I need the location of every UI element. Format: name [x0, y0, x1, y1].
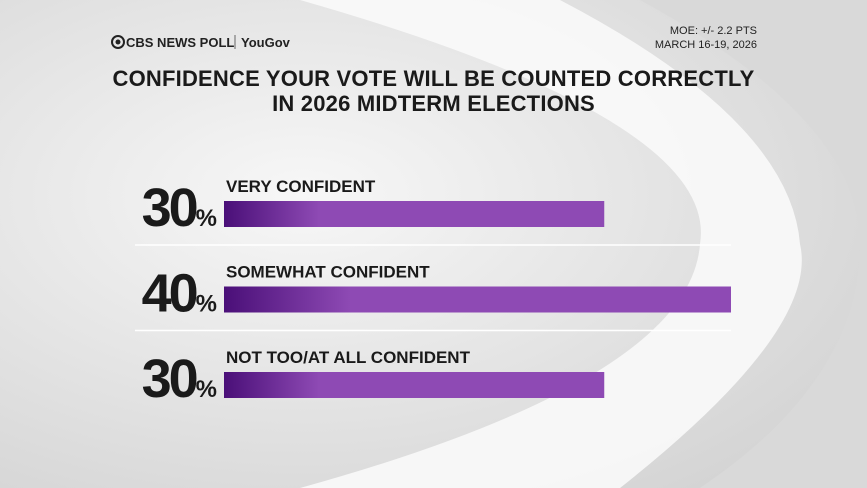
value-label: 30%	[142, 178, 217, 238]
bar	[224, 201, 605, 227]
swoosh	[640, 0, 867, 488]
bar	[224, 372, 605, 398]
logo-eye	[111, 35, 125, 49]
logo-eye	[115, 39, 121, 45]
value-label: 30%	[142, 349, 217, 409]
category-label: NOT TOO/AT ALL CONFIDENT	[226, 348, 471, 367]
bar	[224, 286, 731, 313]
partner: YouGov	[241, 35, 291, 50]
category-label: VERY CONFIDENT	[226, 177, 376, 196]
moe: MOE: +/- 2.2 PTS	[670, 25, 757, 37]
swoosh	[300, 0, 802, 488]
brand: CBS NEWS POLL	[126, 35, 234, 50]
category-label: SOMEWHAT CONFIDENT	[226, 263, 430, 282]
dates: MARCH 16-19, 2026	[655, 39, 757, 51]
chart-title: CONFIDENCE YOUR VOTE WILL BE COUNTED COR…	[112, 66, 755, 116]
value-label: 40%	[142, 264, 217, 324]
